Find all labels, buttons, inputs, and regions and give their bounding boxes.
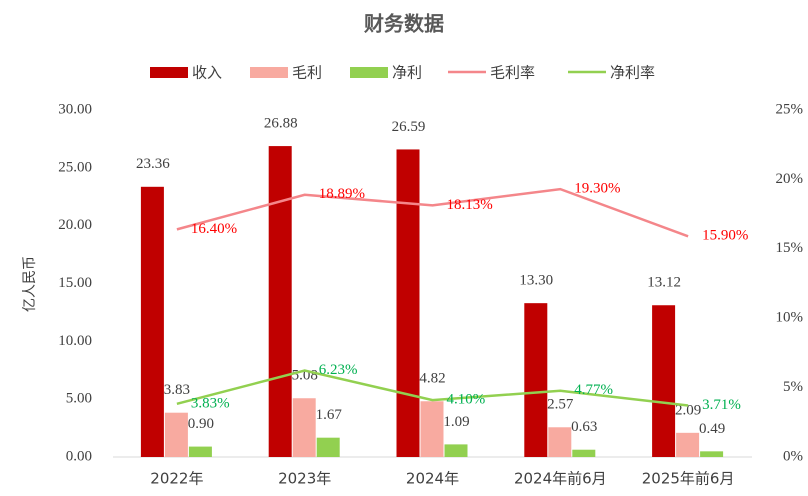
y2-tick-label: 25% (776, 101, 804, 117)
value-label: 18.13% (447, 197, 493, 213)
value-label: 3.83 (164, 382, 190, 398)
bar (572, 449, 596, 457)
y2-tick-label: 5% (783, 379, 803, 395)
legend-label: 净利 (392, 64, 422, 82)
y-tick-label: 20.00 (58, 217, 92, 233)
value-label: 0.90 (188, 416, 214, 432)
line (176, 187, 689, 238)
value-label: 26.88 (264, 116, 298, 132)
value-label: 4.77% (574, 382, 613, 398)
y-tick-label: 25.00 (58, 159, 92, 175)
value-label: 4.10% (447, 392, 486, 408)
value-label: 3.83% (191, 395, 230, 411)
y2-tick-label: 15% (776, 240, 804, 256)
x-tick-label: 2025年前6月 (642, 470, 735, 488)
bar (164, 412, 188, 457)
bar (140, 186, 164, 457)
x-tick-label: 2024年 (406, 470, 459, 488)
y-tick-label: 15.00 (58, 275, 92, 291)
value-label: 6.23% (319, 362, 358, 378)
y2-tick-label: 10% (776, 310, 804, 326)
value-label: 19.30% (574, 181, 620, 197)
y-tick-label: 0.00 (66, 448, 92, 464)
chart-title: 财务数据 (364, 12, 444, 36)
legend-swatch (250, 67, 288, 78)
bar (524, 303, 548, 457)
bar (268, 146, 292, 457)
value-label: 3.71% (702, 397, 741, 413)
value-label: 1.09 (443, 414, 469, 430)
value-label: 18.89% (319, 186, 365, 202)
y-tick-label: 10.00 (58, 333, 92, 349)
legend-label: 毛利率 (490, 64, 535, 82)
y-axis-label: 亿人民币 (22, 256, 38, 312)
line (176, 369, 689, 407)
bar (316, 437, 340, 457)
value-label: 2.09 (675, 402, 701, 418)
bar (188, 446, 212, 457)
value-label: 23.36 (136, 156, 170, 172)
y2-tick-label: 20% (776, 171, 804, 187)
y2-tick-label: 0% (783, 448, 803, 464)
value-label: 2.57 (547, 397, 574, 413)
bar (652, 305, 676, 457)
bar (396, 149, 420, 458)
legend-swatch (350, 67, 388, 78)
value-label: 0.49 (699, 421, 725, 437)
y-tick-label: 30.00 (58, 101, 92, 117)
y-tick-label: 5.00 (66, 391, 92, 407)
legend-label: 毛利 (292, 64, 322, 82)
value-label: 26.59 (392, 119, 426, 135)
x-tick-label: 2023年 (278, 470, 331, 488)
value-label: 15.90% (702, 228, 748, 244)
x-tick-label: 2024年前6月 (514, 470, 607, 488)
bar (700, 451, 724, 457)
value-label: 4.82 (419, 371, 445, 387)
bar (292, 398, 316, 457)
value-label: 0.63 (571, 419, 597, 435)
bar (420, 401, 444, 457)
bar (444, 444, 468, 457)
bar (676, 432, 700, 457)
legend-label: 收入 (192, 64, 222, 82)
value-label: 16.40% (191, 221, 237, 237)
value-label: 13.12 (647, 275, 681, 291)
x-tick-label: 2022年 (150, 470, 203, 488)
bar (548, 427, 572, 457)
legend-label: 净利率 (610, 64, 655, 82)
value-label: 1.67 (316, 407, 343, 423)
value-label: 13.30 (519, 273, 553, 289)
legend-swatch (150, 67, 188, 78)
